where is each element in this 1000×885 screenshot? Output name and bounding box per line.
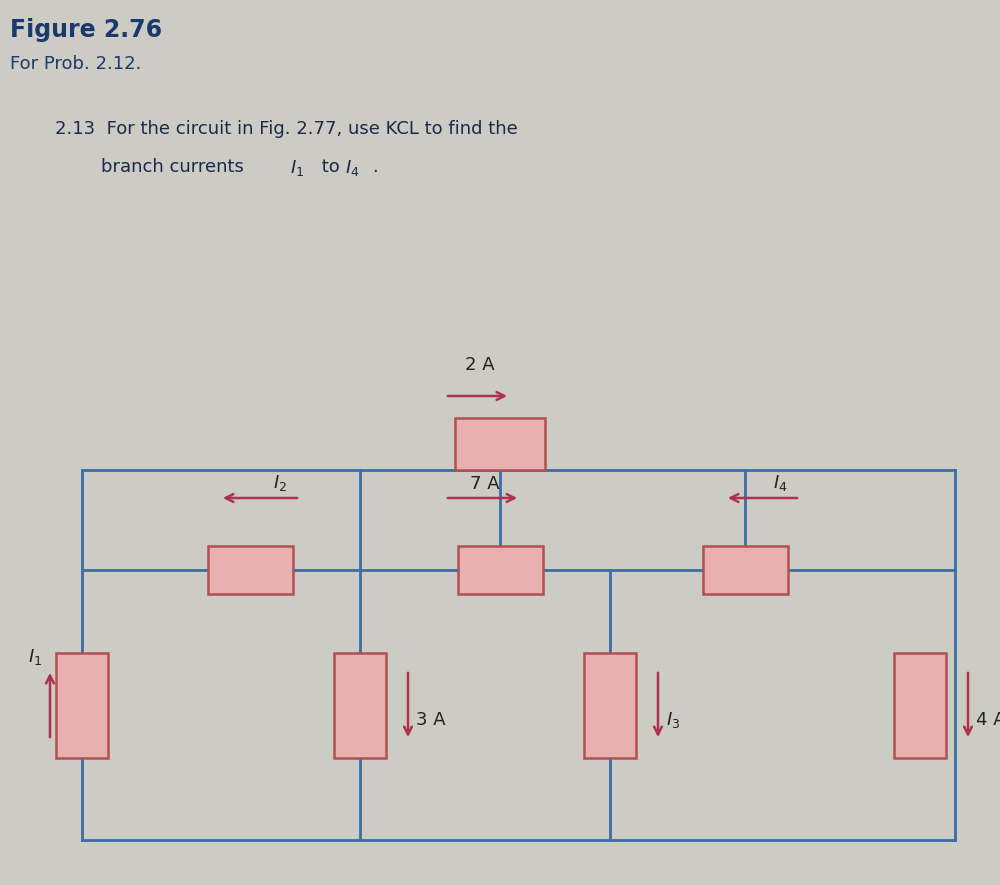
Text: $I_4$: $I_4$ [773,473,787,493]
Bar [458,546,543,594]
Text: $I_1$: $I_1$ [28,647,42,667]
Text: $I_2$: $I_2$ [273,473,287,493]
Bar [208,546,293,594]
Text: For Prob. 2.12.: For Prob. 2.12. [10,55,141,73]
Text: 2.13  For the circuit in Fig. 2.77, use KCL to find the: 2.13 For the circuit in Fig. 2.77, use K… [55,120,518,138]
Bar [455,418,545,470]
Text: $I_4$: $I_4$ [345,158,360,178]
Text: Figure 2.76: Figure 2.76 [10,18,162,42]
Bar [584,653,636,758]
Text: 3 A: 3 A [416,711,446,729]
Bar [334,653,386,758]
Bar [56,653,108,758]
Text: branch currents: branch currents [55,158,250,176]
Text: 7 A: 7 A [470,475,500,493]
Text: 2 A: 2 A [465,356,495,374]
Text: .: . [372,158,378,176]
Text: to: to [316,158,346,176]
Text: $I_3$: $I_3$ [666,710,680,730]
Bar [894,653,946,758]
Text: 4 A: 4 A [976,711,1000,729]
Bar [703,546,788,594]
Text: $I_1$: $I_1$ [290,158,304,178]
